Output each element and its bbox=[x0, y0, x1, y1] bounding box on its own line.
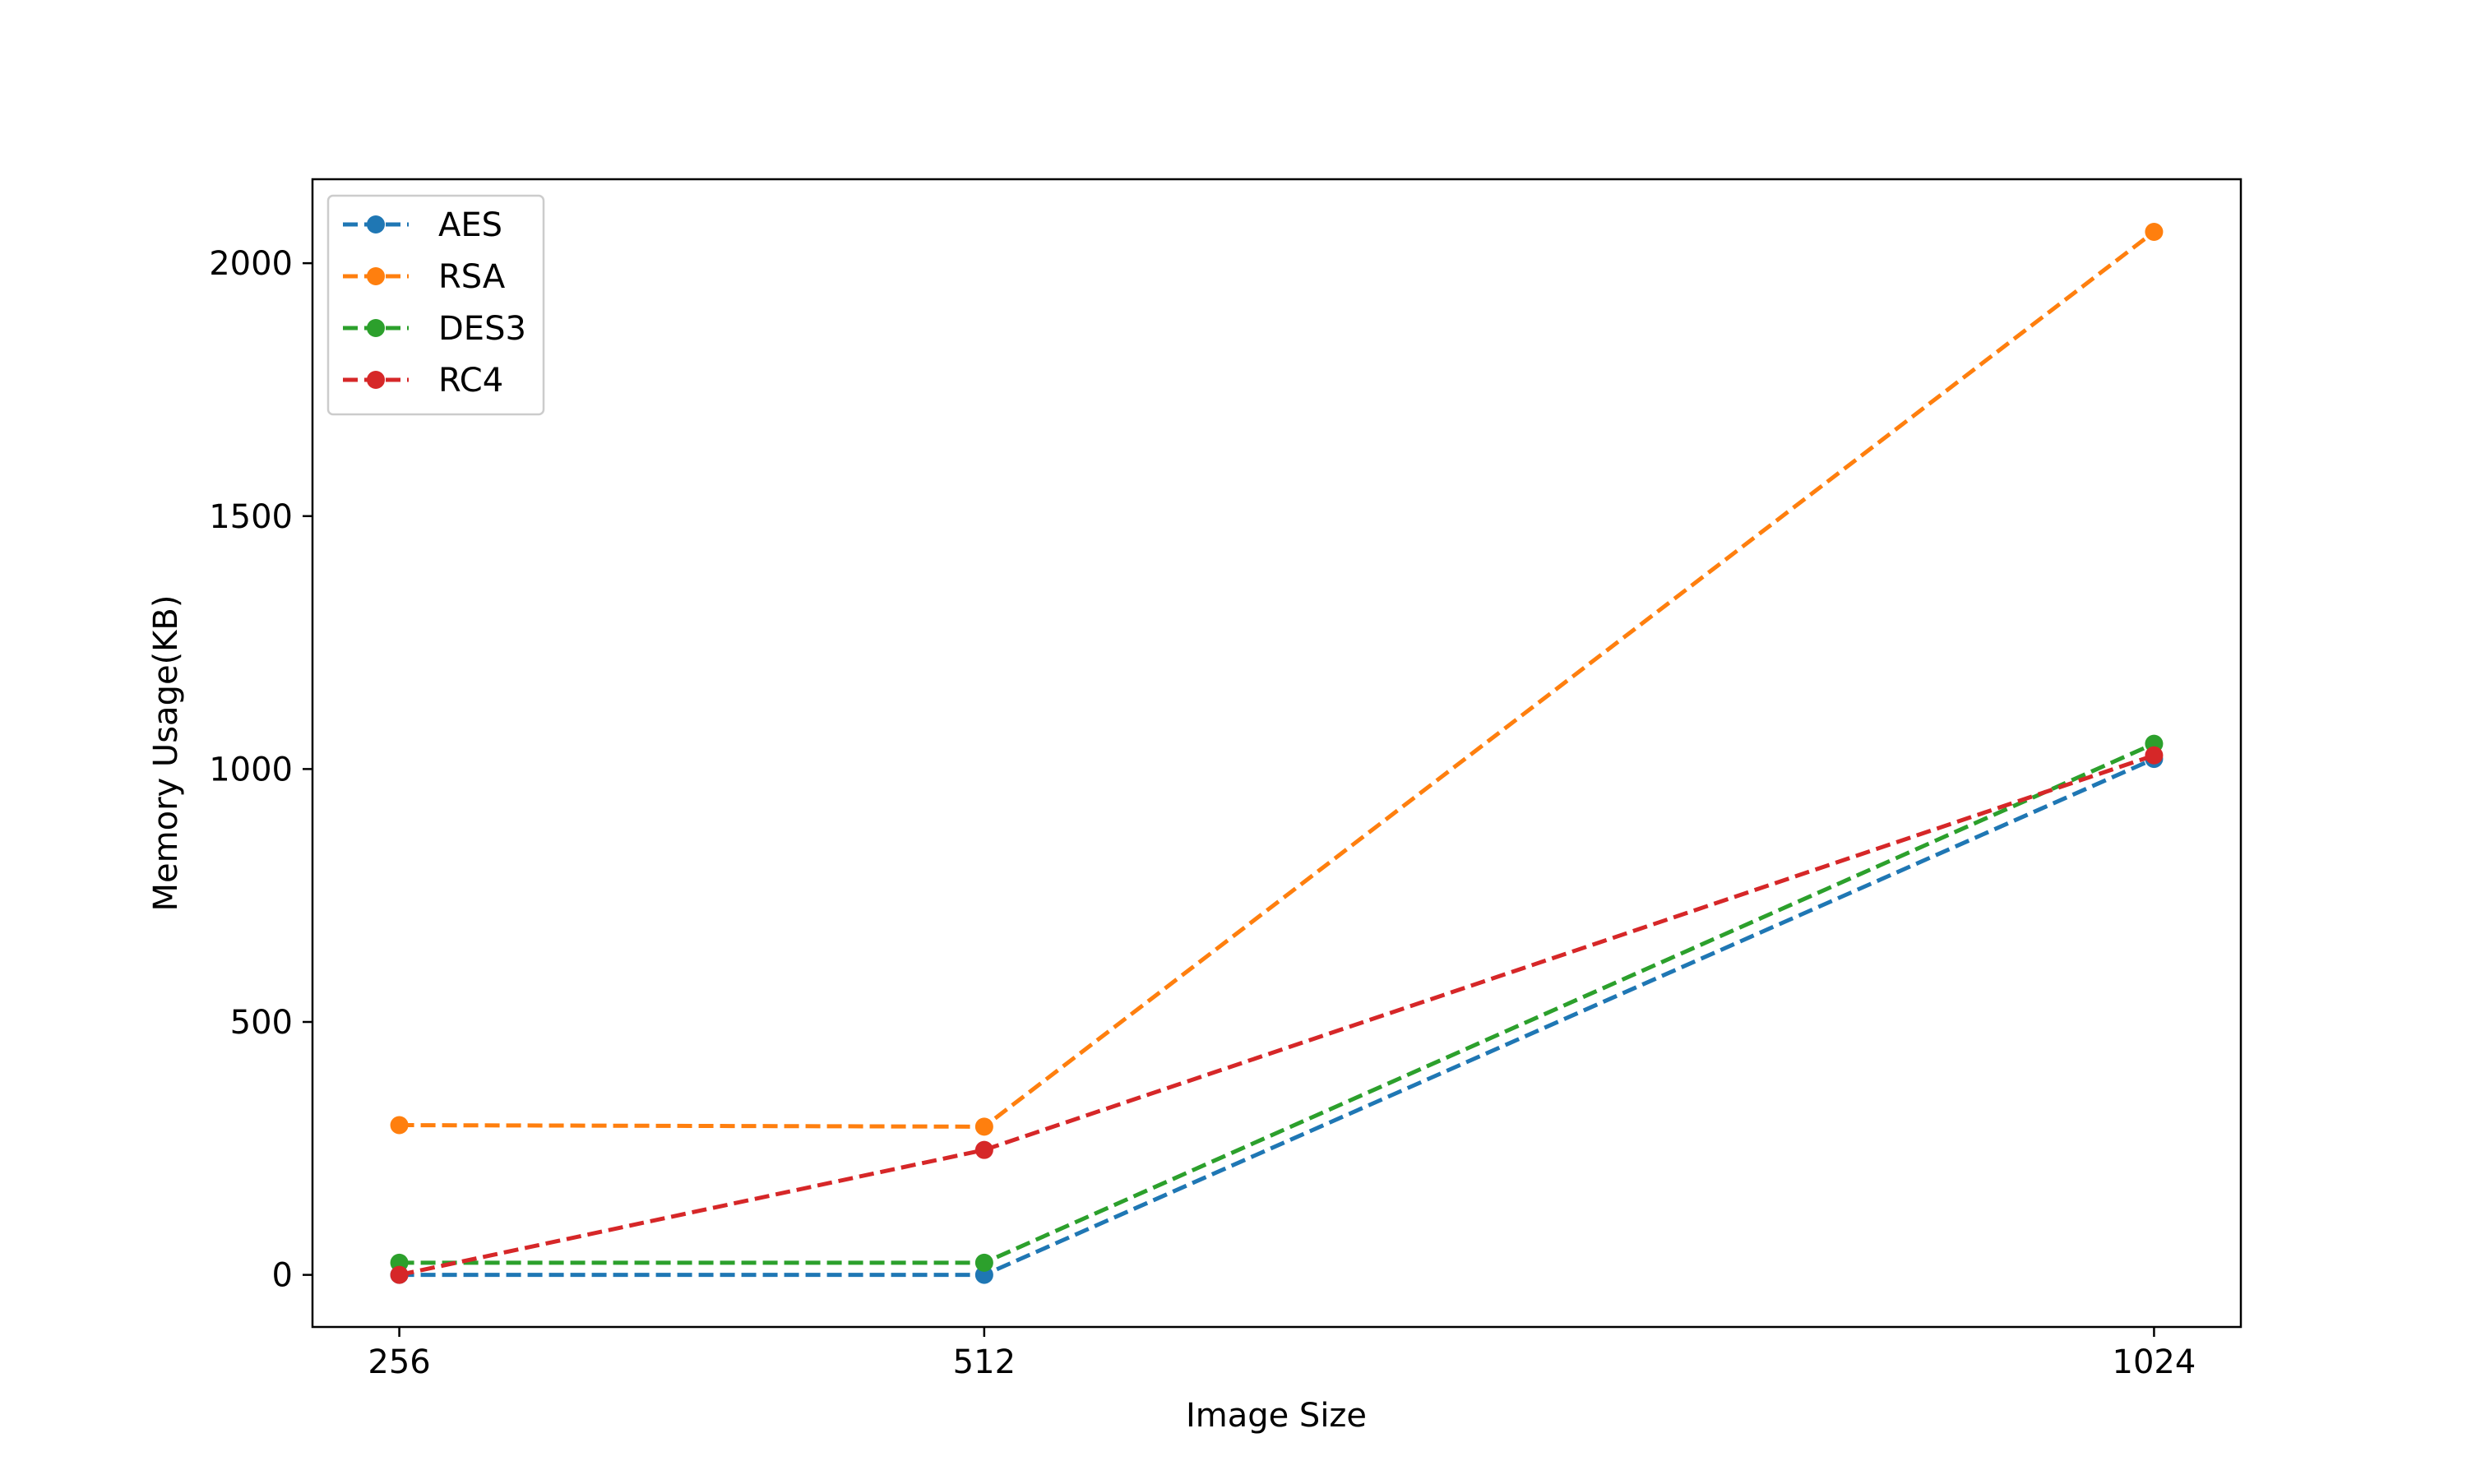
y-tick-label: 1500 bbox=[209, 498, 293, 536]
plot-area bbox=[312, 179, 2241, 1327]
legend-box bbox=[326, 194, 545, 416]
data-point-rc4 bbox=[974, 1140, 993, 1159]
legend-swatch-marker bbox=[367, 267, 385, 285]
legend-item-rsa: RSA bbox=[343, 258, 506, 296]
y-tick-label: 2000 bbox=[209, 245, 293, 283]
legend-item-des3: DES3 bbox=[343, 310, 526, 348]
y-tick-label: 500 bbox=[230, 1004, 293, 1042]
data-point-rc4 bbox=[390, 1265, 409, 1284]
legend-swatch-marker bbox=[367, 319, 385, 337]
legend-item-aes: AES bbox=[343, 206, 502, 244]
x-axis: 256 512 1024 bbox=[368, 1327, 2196, 1381]
y-axis-title: Memory Usage(KB) bbox=[147, 595, 185, 912]
x-tick-label: 512 bbox=[953, 1343, 1016, 1381]
y-tick-label: 1000 bbox=[209, 751, 293, 788]
x-axis-title: Image Size bbox=[1186, 1397, 1367, 1435]
legend-item-rc4: RC4 bbox=[343, 362, 503, 400]
legend-label: RC4 bbox=[438, 362, 503, 400]
series-line-rc4 bbox=[399, 753, 2155, 1278]
data-point-des3 bbox=[974, 1253, 993, 1272]
legend: AES RSA DES3 RC4 bbox=[326, 194, 545, 416]
x-tick-label: 1024 bbox=[2113, 1343, 2196, 1381]
data-point-rc4 bbox=[2145, 746, 2164, 765]
legend-label: RSA bbox=[438, 258, 506, 296]
plot-frame bbox=[311, 178, 2243, 1329]
data-point-rsa bbox=[2145, 222, 2164, 241]
legend-label: AES bbox=[438, 206, 502, 244]
legend-label: DES3 bbox=[438, 310, 526, 348]
data-point-rsa bbox=[974, 1117, 993, 1136]
series-layer bbox=[390, 222, 2164, 1284]
y-axis: 0 500 1000 1500 2000 bbox=[209, 245, 312, 1295]
data-point-rsa bbox=[390, 1116, 409, 1135]
legend-swatch-marker bbox=[367, 215, 385, 233]
y-tick-label: 0 bbox=[272, 1257, 293, 1295]
x-tick-label: 256 bbox=[368, 1343, 430, 1381]
legend-swatch-marker bbox=[367, 371, 385, 389]
